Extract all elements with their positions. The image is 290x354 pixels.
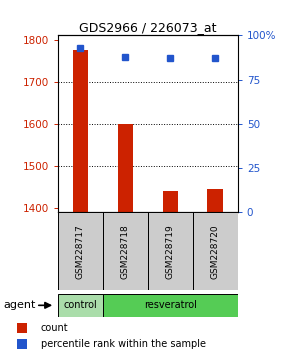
Text: GSM228717: GSM228717 [76,224,85,279]
Bar [103,212,148,290]
Bar [148,212,193,290]
Text: GSM228718: GSM228718 [121,224,130,279]
Text: resveratrol: resveratrol [144,300,197,310]
Bar [17,323,27,333]
Title: GDS2966 / 226073_at: GDS2966 / 226073_at [79,21,217,34]
Text: GSM228720: GSM228720 [211,224,220,279]
Text: count: count [41,323,68,333]
Bar [193,212,238,290]
Bar [58,294,103,317]
Text: agent: agent [3,300,35,310]
Bar [58,212,103,290]
Bar [162,191,178,212]
Bar [103,294,238,317]
Bar [117,124,133,212]
Bar [72,50,88,212]
Text: control: control [64,300,97,310]
Text: percentile rank within the sample: percentile rank within the sample [41,339,206,349]
Bar [207,189,223,212]
Bar [17,339,27,349]
Text: GSM228719: GSM228719 [166,224,175,279]
